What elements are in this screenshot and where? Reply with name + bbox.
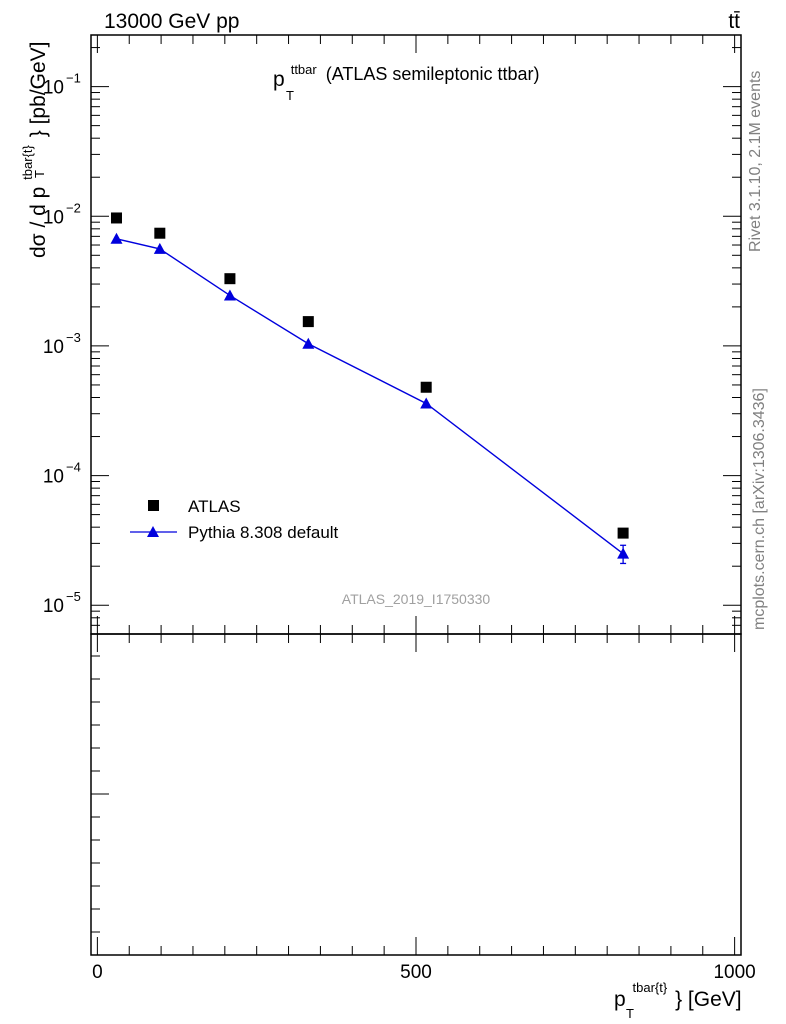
legend-label-pythia: Pythia 8.308 default: [188, 523, 339, 542]
y-tick-label: 10: [43, 207, 64, 228]
x-tick-label: 1000: [713, 962, 755, 983]
data-series: [110, 212, 630, 565]
y-tick-exponent: −2: [66, 200, 81, 215]
rivet-version-label: Rivet 3.1.10, 2.1M events: [747, 71, 764, 252]
y-tick-label: 10: [43, 596, 64, 617]
atlas-data-point: [420, 381, 432, 393]
title-superscript: ttbar: [291, 62, 318, 77]
x-label-superscript: tbar{t}: [633, 980, 668, 995]
atlas-data-point: [302, 316, 314, 328]
y-axis-label: dσ / d p tbar{t} } [pb/GeV]: [14, 42, 50, 258]
atlas-data-point: [617, 527, 629, 539]
y-tick-label: 10: [43, 467, 64, 488]
process-label: tt̄: [728, 10, 740, 33]
atlas-data-point: [110, 212, 122, 224]
pythia-data-point: [617, 547, 630, 559]
title-text: (ATLAS semileptonic ttbar): [326, 64, 540, 84]
x-tick-label: 500: [400, 962, 432, 983]
y-label-superscript: tbar{t}: [20, 144, 35, 179]
atlas-data-point: [154, 227, 166, 239]
y-tick-label: 10: [43, 78, 64, 99]
main-plot-frame: [90, 34, 742, 635]
x-label-symbol: p: [614, 988, 626, 1011]
y-tick-exponent: −4: [66, 460, 81, 475]
mcplots-label: mcplots.cern.ch [arXiv:1306.3436]: [751, 388, 768, 630]
ratio-y-axis-ticks: [91, 655, 109, 933]
pythia-data-point: [110, 232, 123, 244]
x-label-suffix: } [GeV]: [675, 988, 742, 1011]
x-label-subscript: T: [626, 1006, 634, 1021]
energy-label: 13000 GeV pp: [104, 10, 239, 33]
legend-label-atlas: ATLAS: [188, 497, 241, 516]
atlas-data-point: [224, 273, 236, 285]
y-axis-ticks: 10−110−210−310−410−5: [43, 47, 741, 635]
pythia-data-point: [302, 337, 315, 349]
pythia-line: [116, 238, 624, 555]
y-label-suffix: } [pb/GeV]: [27, 42, 50, 138]
pythia-data-point: [420, 397, 433, 409]
x-axis-ticks: 0 500 1000: [92, 35, 756, 983]
legend: ATLAS Pythia 8.308 default: [130, 497, 339, 542]
analysis-watermark: ATLAS_2019_I1750330: [342, 591, 491, 607]
y-label-subscript: T: [32, 170, 47, 178]
y-tick-label: 10: [43, 337, 64, 358]
y-tick-exponent: −1: [66, 71, 81, 86]
pythia-data-point: [223, 289, 236, 301]
pythia-data-point: [153, 242, 166, 254]
plot-title: p ttbar (ATLAS semileptonic ttbar): [273, 58, 539, 91]
y-tick-exponent: −5: [66, 589, 81, 604]
y-tick-exponent: −3: [66, 330, 81, 345]
x-tick-label: 0: [92, 962, 103, 983]
title-subscript: T: [286, 88, 294, 103]
y-label-prefix: dσ / d p: [27, 187, 50, 258]
ratio-plot-frame: [90, 633, 742, 956]
legend-marker-pythia: [147, 526, 159, 537]
legend-marker-atlas: [148, 500, 159, 511]
title-symbol: p: [273, 68, 285, 91]
x-axis-label: p tbar{t} } [GeV]: [614, 974, 742, 1011]
